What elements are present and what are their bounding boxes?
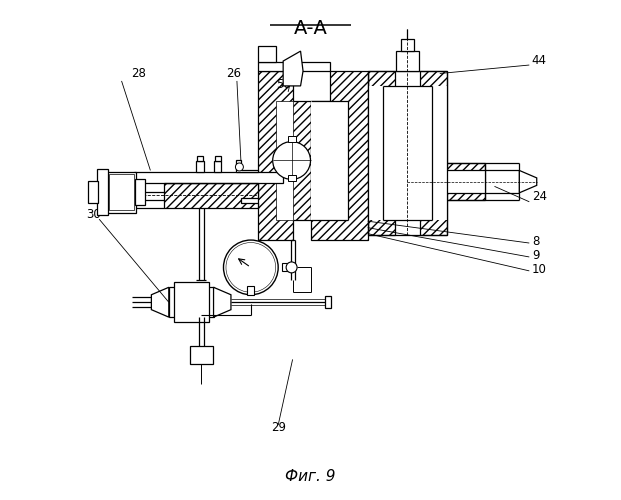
Bar — [368, 71, 395, 235]
Bar — [420, 71, 447, 235]
Bar — [288, 136, 296, 141]
Polygon shape — [152, 288, 169, 317]
Bar — [169, 288, 214, 317]
Bar — [447, 163, 484, 200]
Text: 9: 9 — [532, 249, 539, 262]
Polygon shape — [519, 170, 537, 193]
Circle shape — [273, 142, 310, 180]
Circle shape — [226, 242, 276, 292]
Circle shape — [235, 163, 243, 171]
Polygon shape — [258, 71, 310, 240]
Polygon shape — [236, 160, 258, 172]
Bar — [197, 156, 203, 161]
Bar — [134, 172, 283, 183]
Bar — [196, 161, 204, 172]
Text: Фиг. 9: Фиг. 9 — [285, 468, 336, 483]
Bar — [325, 296, 332, 308]
Bar — [214, 161, 222, 172]
Bar — [247, 286, 255, 294]
Bar — [368, 86, 447, 220]
Bar — [288, 176, 296, 182]
Text: 8: 8 — [532, 235, 539, 248]
Polygon shape — [258, 46, 276, 62]
Bar — [109, 174, 134, 210]
Polygon shape — [214, 288, 231, 317]
Text: 26: 26 — [226, 67, 241, 80]
Bar — [88, 182, 97, 204]
Bar — [258, 62, 330, 71]
Bar — [276, 101, 293, 220]
Bar — [97, 170, 107, 215]
Bar — [447, 170, 484, 193]
Text: А-А: А-А — [294, 19, 327, 38]
Bar — [135, 180, 145, 205]
Bar — [396, 51, 419, 71]
Polygon shape — [164, 183, 258, 208]
Bar — [174, 282, 209, 322]
Circle shape — [224, 240, 278, 294]
Text: 28: 28 — [132, 67, 147, 80]
Bar — [310, 101, 348, 220]
Bar — [282, 264, 292, 272]
Text: 44: 44 — [532, 54, 546, 66]
Text: 24: 24 — [532, 190, 546, 203]
Bar — [214, 156, 220, 161]
Circle shape — [286, 262, 297, 273]
Text: 10: 10 — [532, 263, 546, 276]
Bar — [107, 172, 137, 212]
Polygon shape — [310, 71, 368, 240]
Text: 30: 30 — [86, 208, 101, 220]
Text: 50: 50 — [276, 78, 291, 92]
Polygon shape — [283, 51, 303, 86]
Text: 29: 29 — [271, 422, 286, 434]
Bar — [401, 38, 414, 51]
Bar — [189, 346, 212, 364]
